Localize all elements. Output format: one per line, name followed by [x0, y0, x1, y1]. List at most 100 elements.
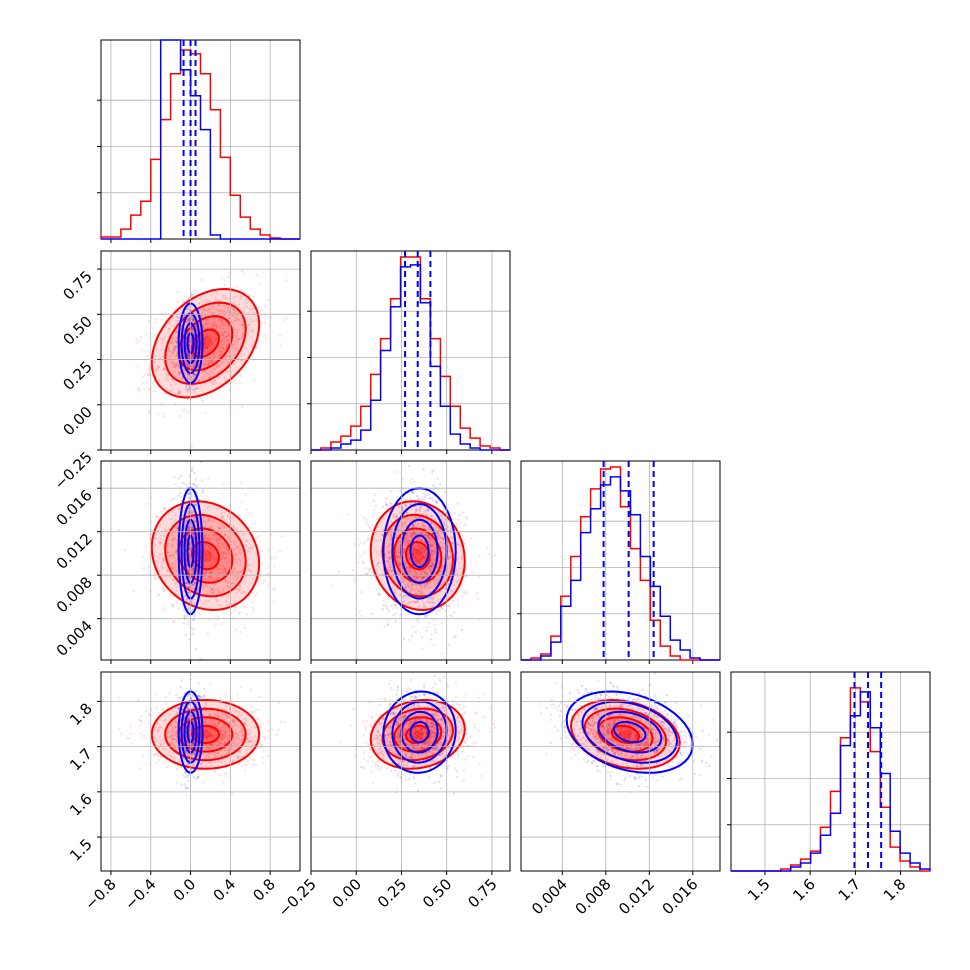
red-sample-point	[207, 534, 211, 538]
blue-sample-point	[174, 340, 178, 343]
red-sample-point	[433, 623, 437, 627]
red-sample-point	[171, 605, 175, 608]
red-sample-point	[186, 318, 189, 321]
red-sample-point	[232, 549, 235, 552]
red-sample-point	[201, 521, 204, 524]
blue-sample-point	[188, 344, 191, 347]
red-sample-point	[231, 571, 234, 574]
red-sample-point	[243, 533, 246, 536]
red-sample-point	[214, 332, 217, 335]
red-sample-point	[179, 414, 182, 418]
red-sample-point	[210, 360, 213, 363]
blue-sample-point	[191, 319, 194, 322]
red-sample-point	[221, 571, 225, 574]
red-sample-point	[187, 620, 190, 623]
red-sample-point	[130, 742, 134, 745]
red-sample-point	[148, 409, 151, 413]
blue-sample-point	[191, 378, 195, 381]
red-sample-point	[162, 368, 166, 371]
red-sample-point	[215, 365, 218, 369]
blue-sample-point	[423, 495, 427, 498]
red-sample-point	[160, 534, 163, 537]
red-sample-point	[218, 546, 221, 549]
red-sample-point	[261, 722, 264, 725]
blue-sample-point	[177, 607, 180, 610]
red-sample-point	[240, 289, 243, 292]
red-sample-point	[193, 389, 196, 392]
red-sample-point	[218, 537, 221, 540]
red-sample-point	[204, 351, 207, 354]
red-sample-point	[162, 589, 166, 592]
red-sample-point	[253, 523, 256, 526]
blue-sample-point	[441, 607, 444, 611]
red-sample-point	[209, 588, 212, 592]
red-sample-point	[209, 525, 212, 529]
red-sample-point	[239, 588, 242, 591]
red-sample-point	[239, 630, 242, 634]
red-sample-point	[170, 531, 174, 534]
red-sample-point	[216, 615, 220, 618]
red-sample-point	[207, 518, 210, 522]
red-sample-point	[203, 520, 206, 523]
red-sample-point	[217, 349, 221, 353]
red-sample-point	[158, 541, 161, 545]
red-sample-point	[231, 306, 234, 309]
red-sample-point	[162, 586, 165, 589]
red-sample-point	[279, 344, 282, 347]
blue-sample-point	[173, 344, 176, 348]
blue-sample-point	[191, 378, 194, 381]
red-sample-point	[217, 527, 220, 530]
blue-sample-point	[191, 384, 195, 387]
blue-sample-point	[194, 373, 197, 376]
red-sample-point	[206, 309, 209, 313]
red-sample-point	[239, 295, 243, 298]
blue-sample-point	[420, 635, 424, 639]
blue-sample-point	[417, 498, 420, 501]
red-sample-point	[215, 326, 219, 330]
blue-sample-point	[171, 497, 174, 501]
red-sample-point	[232, 577, 235, 581]
red-sample-point	[202, 333, 206, 336]
red-sample-point	[224, 556, 227, 559]
red-sample-point	[199, 377, 203, 380]
red-sample-point	[421, 647, 424, 651]
blue-sample-point	[191, 354, 195, 357]
red-sample-point	[203, 338, 206, 342]
red-sample-point	[396, 495, 399, 499]
blue-sample-point	[204, 336, 207, 340]
red-sample-point	[166, 550, 169, 554]
red-sample-point	[173, 564, 177, 568]
red-sample-point	[209, 556, 213, 559]
blue-sample-point	[195, 290, 199, 294]
red-sample-point	[444, 610, 447, 613]
red-sample-point	[209, 348, 213, 351]
red-sample-point	[194, 595, 198, 598]
red-sample-point	[176, 300, 179, 304]
red-sample-point	[394, 612, 398, 615]
red-sample-point	[250, 336, 253, 339]
red-sample-point	[235, 545, 238, 548]
red-sample-point	[284, 317, 288, 320]
red-sample-point	[195, 387, 198, 390]
blue-sample-point	[386, 623, 390, 627]
red-sample-point	[159, 357, 162, 360]
red-sample-point	[212, 306, 215, 310]
red-sample-point	[153, 571, 157, 575]
red-sample-point	[222, 590, 225, 593]
red-sample-point	[175, 364, 178, 367]
red-sample-point	[222, 557, 225, 560]
blue-sample-point	[200, 479, 204, 482]
red-sample-point	[232, 308, 235, 312]
red-sample-point	[205, 559, 208, 562]
red-sample-point	[237, 328, 240, 331]
red-sample-point	[165, 374, 169, 378]
red-sample-point	[203, 341, 207, 344]
red-sample-point	[457, 604, 460, 607]
red-sample-point	[213, 379, 216, 383]
red-sample-point	[252, 311, 256, 315]
red-sample-point	[224, 691, 228, 694]
red-sample-point	[175, 362, 179, 366]
red-sample-point	[367, 537, 370, 540]
red-sample-point	[205, 345, 208, 349]
red-sample-point	[218, 309, 221, 313]
